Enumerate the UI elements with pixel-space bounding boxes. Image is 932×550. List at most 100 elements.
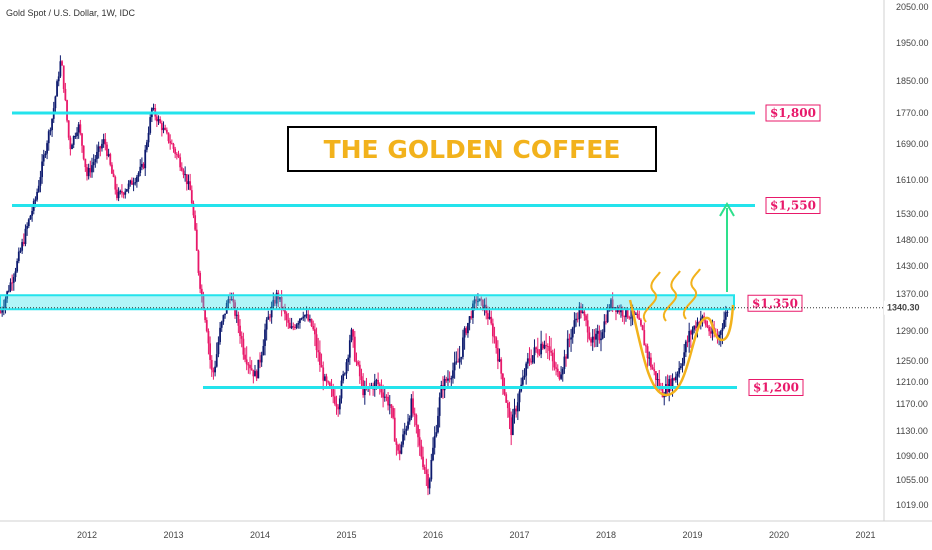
candle-body [576,318,579,320]
candle-body [190,190,193,204]
candle-body [553,361,556,368]
banner: THE GOLDEN COFFEE [287,126,657,172]
candle-body [327,381,330,383]
candle-body [209,343,211,360]
current-price-badge [884,300,932,315]
candle-body [353,336,356,362]
symbol-label: Gold Spot / U.S. Dollar, 1W, IDC [6,8,136,18]
candle-body [655,371,657,380]
candle-body [506,402,509,409]
candle-body [26,226,29,229]
candle-body [598,330,601,341]
price-tick-label: 1610.00 [896,175,929,185]
candle-body [300,318,303,320]
candle-body [708,327,711,332]
candle-body [688,330,691,342]
candle-body [457,361,459,363]
candle-body [312,326,315,330]
candle-body [437,415,439,433]
candle-body [240,336,243,339]
candle-body [67,120,70,138]
candle-body [342,374,345,381]
candle-body [44,153,47,156]
candle-body [405,428,408,432]
steam-wisp [682,268,701,320]
candle-body [7,290,10,292]
candle-body [385,396,388,398]
candle-body [299,318,301,323]
candle-body [109,154,112,165]
candle-body [212,369,215,373]
candle-body [650,357,652,368]
candle-body [41,161,43,178]
candle-body [363,386,366,396]
candle-body [145,142,148,150]
candle-body [636,313,639,318]
candle-body [119,190,122,192]
candle-body [530,361,533,363]
price-tick-label: 1770.00 [896,108,929,118]
candle-body [232,299,235,303]
candle-body [671,378,674,389]
candle-body [563,356,566,370]
candle-body [390,404,393,408]
candle-body [420,445,423,457]
candle-body [721,327,724,332]
candle-body [304,315,306,317]
candle-body [689,330,692,335]
candle-body [397,444,399,451]
candle-body [179,157,182,168]
level-1800-label: $1,800 [770,106,816,120]
candle-body [640,319,642,326]
candle-body [180,167,183,171]
candle-body [132,183,135,185]
candle-body [89,168,92,173]
candle-body [698,322,701,324]
candle-body [244,354,246,360]
price-tick-label: 1090.00 [896,451,929,461]
time-axis[interactable]: 2012 2013 2014 2015 2016 2017 2018 2019 2020 2021 [77,530,876,540]
candle-body [638,317,641,320]
candle-body [596,330,599,334]
candle-body [719,331,722,335]
candle-body [167,132,170,142]
candle-body [255,371,258,379]
candle-body [413,413,416,415]
candle-body [287,319,290,323]
candle-body [448,378,451,380]
candle-body [17,251,20,262]
candle-body [333,396,336,404]
candle-body [653,369,656,372]
candle-body [69,137,72,150]
candle-body [215,354,218,367]
candle-body [264,329,266,346]
candle-body [463,328,466,338]
candle-body [279,297,281,300]
candle-body [468,316,471,323]
candle-body [515,408,518,412]
candle-body [12,277,15,283]
candle-body [427,473,429,489]
candle-body [407,421,409,429]
price-axis[interactable]: 2050.00 1950.00 1850.00 1770.00 1690.00 1610.… [0,2,932,510]
candle-body [453,362,456,371]
candle-body [428,479,431,489]
candle-body [467,322,469,334]
candle-body [538,353,541,355]
candle-body [661,387,664,398]
price-tick-label: 2050.00 [896,2,929,12]
candle-body [64,88,67,101]
candle-body [47,131,50,144]
candle-body [693,325,696,330]
candle-body [1,310,4,313]
candle-body [500,359,503,374]
candle-body [184,174,187,176]
candle-body [84,158,87,168]
candle-body [157,118,160,122]
candle-body [290,326,293,329]
candle-body [51,118,53,131]
candle-body [257,359,260,379]
candle-body [392,407,394,418]
level-1350-zone [0,294,735,311]
